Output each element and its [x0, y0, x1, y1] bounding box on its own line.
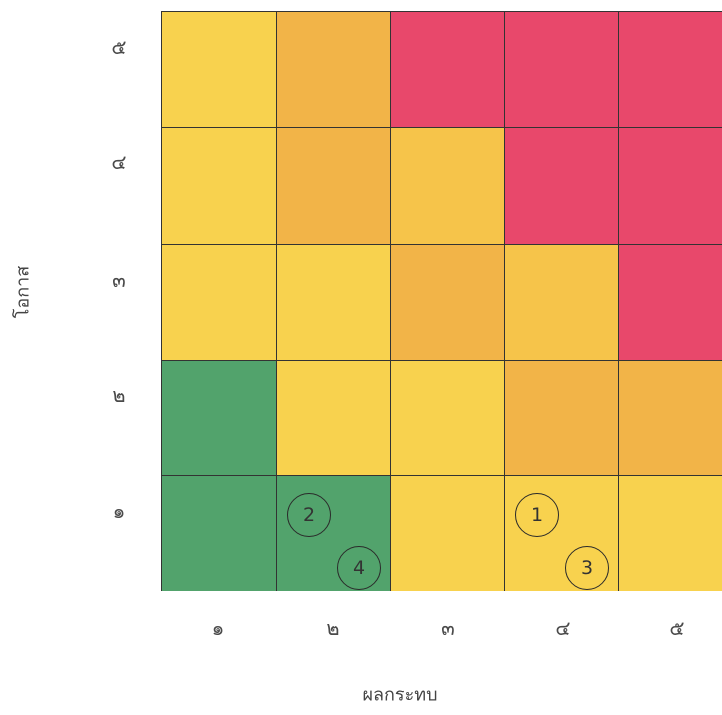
matrix-cell — [505, 245, 619, 361]
matrix-cell — [505, 12, 619, 128]
matrix-cell — [619, 361, 722, 476]
y-tick: ๔ — [111, 150, 127, 174]
x-axis-title: ผลกระทบ — [362, 684, 438, 706]
matrix-cell — [505, 361, 619, 476]
risk-marker: 1 — [515, 492, 559, 537]
y-tick: ๕ — [111, 35, 127, 59]
x-tick: ๓ — [441, 616, 455, 640]
matrix-cell — [391, 12, 505, 128]
y-tick: ๒ — [112, 383, 126, 407]
x-tick: ๔ — [555, 616, 571, 640]
matrix-cell — [277, 245, 391, 361]
risk-marker: 2 — [287, 492, 331, 537]
x-tick: ๑ — [211, 616, 225, 640]
matrix-cell — [391, 128, 505, 245]
y-axis-title: โอกาส — [12, 265, 34, 319]
risk-marker: 4 — [337, 545, 381, 590]
risk-marker: 3 — [565, 545, 609, 590]
matrix-cell — [619, 245, 722, 361]
matrix-cell — [162, 12, 277, 128]
matrix-cell — [277, 12, 391, 128]
y-tick: ๑ — [112, 499, 126, 523]
matrix-cell — [391, 245, 505, 361]
matrix-cell — [162, 476, 277, 591]
matrix-cell — [391, 476, 505, 591]
matrix-cell — [162, 128, 277, 245]
matrix-cell — [162, 361, 277, 476]
x-tick: ๒ — [326, 616, 340, 640]
matrix-cell — [619, 12, 722, 128]
matrix-cell — [391, 361, 505, 476]
matrix-cell — [162, 245, 277, 361]
risk-matrix: 1 2 3 4 — [161, 11, 722, 591]
matrix-cell — [277, 128, 391, 245]
matrix-cell — [619, 128, 722, 245]
y-tick: ๓ — [112, 268, 126, 292]
x-tick: ๕ — [669, 616, 685, 640]
matrix-cell — [505, 128, 619, 245]
matrix-cell — [619, 476, 722, 591]
matrix-cell — [277, 361, 391, 476]
